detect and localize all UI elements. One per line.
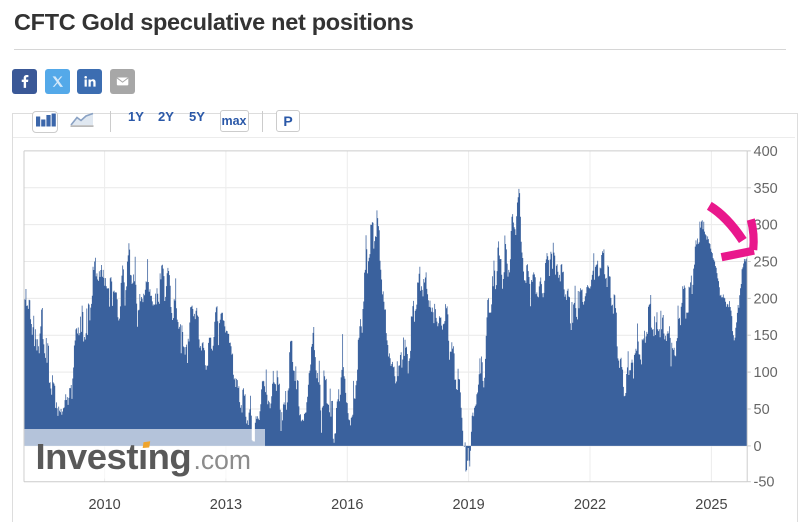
svg-text:50: 50 xyxy=(754,402,770,418)
svg-text:2025: 2025 xyxy=(695,497,727,513)
svg-text:200: 200 xyxy=(754,291,778,307)
svg-text:2016: 2016 xyxy=(331,497,363,513)
svg-text:400: 400 xyxy=(754,144,778,160)
svg-text:Investıng: Investıng xyxy=(36,436,192,477)
svg-text:2013: 2013 xyxy=(210,497,242,513)
svg-text:2019: 2019 xyxy=(452,497,484,513)
svg-text:-50: -50 xyxy=(754,475,775,491)
svg-text:150: 150 xyxy=(754,328,778,344)
svg-text:2022: 2022 xyxy=(574,497,606,513)
svg-text:0: 0 xyxy=(754,439,762,455)
svg-text:250: 250 xyxy=(754,255,778,271)
svg-text:.com: .com xyxy=(194,445,251,475)
svg-text:2010: 2010 xyxy=(88,497,120,513)
svg-text:350: 350 xyxy=(754,181,778,197)
svg-text:100: 100 xyxy=(754,365,778,381)
svg-text:300: 300 xyxy=(754,218,778,234)
